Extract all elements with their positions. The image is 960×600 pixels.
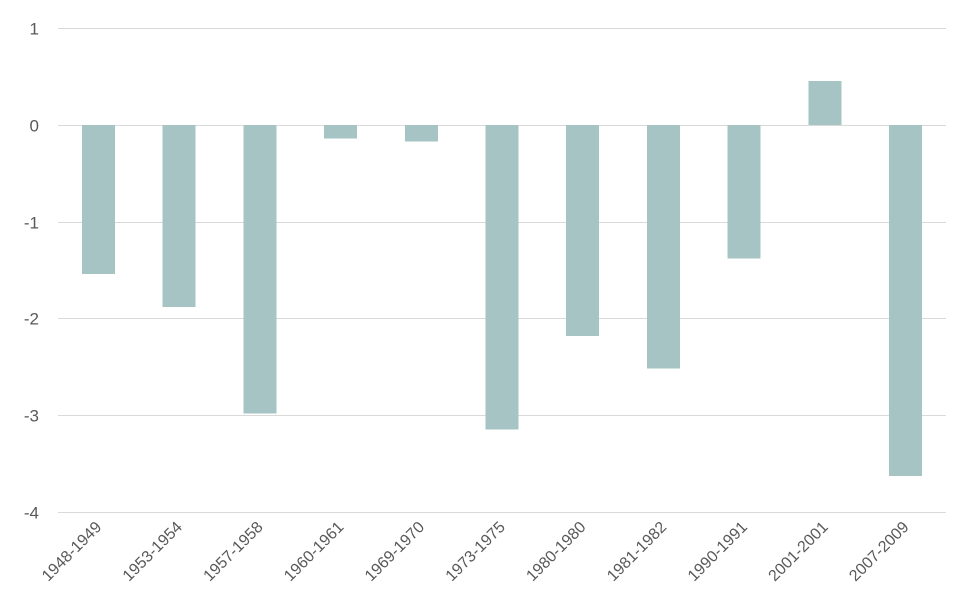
y-tick-label: 1 bbox=[30, 20, 39, 39]
x-tick-label: 1990-1991 bbox=[685, 519, 751, 585]
bar-1973-1975 bbox=[485, 124, 519, 430]
x-tick-label: 1981-1982 bbox=[604, 519, 670, 585]
x-tick-label: 1953-1954 bbox=[120, 519, 186, 585]
x-axis-tick-labels: 1948-1949 1953-1954 1957-1958 1960-1961 1969… bbox=[39, 519, 912, 585]
y-axis-tick-labels: 1 0 -1 -2 -3 -4 bbox=[24, 20, 39, 523]
y-tick-label: -2 bbox=[24, 310, 39, 329]
x-tick-label: 2001-2001 bbox=[766, 519, 832, 585]
x-tick-label: 2007-2009 bbox=[846, 519, 912, 585]
bar-2001-2001 bbox=[808, 81, 842, 125]
x-tick-label: 1948-1949 bbox=[39, 519, 105, 585]
y-tick-label: 0 bbox=[30, 117, 39, 136]
y-tick-label: -4 bbox=[24, 504, 39, 523]
x-tick-label: 1973-1975 bbox=[443, 519, 509, 585]
bar-1960-1961 bbox=[324, 124, 357, 139]
y-tick-label: -3 bbox=[24, 407, 39, 426]
bar-1948-1949 bbox=[81, 124, 115, 274]
bars bbox=[81, 81, 923, 477]
x-tick-label: 1980-1980 bbox=[523, 519, 589, 585]
y-tick-label: -1 bbox=[24, 214, 39, 233]
x-tick-label: 1969-1970 bbox=[362, 519, 428, 585]
bar-1953-1954 bbox=[162, 124, 196, 307]
bar-1957-1958 bbox=[243, 124, 277, 414]
x-tick-label: 1957-1958 bbox=[201, 519, 267, 585]
bar-1990-1991 bbox=[727, 124, 761, 259]
bar-1981-1982 bbox=[647, 124, 680, 369]
bar-1969-1970 bbox=[404, 124, 438, 142]
bar-1980-1980 bbox=[566, 124, 600, 336]
x-tick-label: 1960-1961 bbox=[281, 519, 347, 585]
bar-2007-2009 bbox=[889, 124, 923, 477]
